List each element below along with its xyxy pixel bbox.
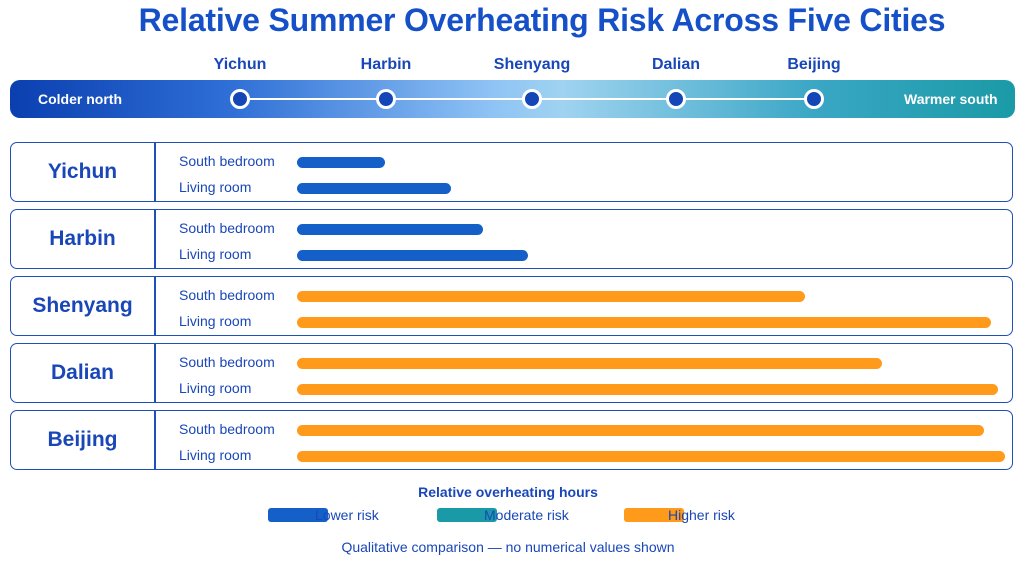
scale-node-dalian xyxy=(666,89,686,109)
footnote: Qualitative comparison — no numerical va… xyxy=(341,539,675,555)
panel-city-name: Yichun xyxy=(47,160,118,183)
panel-divider xyxy=(154,210,156,268)
legend-label-lower-risk: Lower risk xyxy=(315,507,379,523)
room-label: South bedroom xyxy=(179,153,275,169)
bar-shenyang-living-room xyxy=(297,317,991,328)
city-panel-yichun: Yichun South bedroom Living room xyxy=(10,142,1013,202)
scale-right-label: Warmer south xyxy=(904,91,998,107)
room-label: Living room xyxy=(179,313,252,329)
scale-node-yichun xyxy=(230,89,250,109)
scale-city-label-beijing: Beijing xyxy=(787,56,841,73)
legend-swatch-higher-risk xyxy=(624,508,684,522)
legend-swatch-lower-risk xyxy=(268,508,328,522)
bar-shenyang-south-bedroom xyxy=(297,291,805,302)
scale-city-label-dalian: Dalian xyxy=(651,56,700,73)
bar-beijing-south-bedroom xyxy=(297,425,984,436)
room-label: Living room xyxy=(179,447,252,463)
scale-node-harbin xyxy=(376,89,396,109)
panel-city-name: Dalian xyxy=(50,361,115,384)
panel-city-name: Shenyang xyxy=(32,294,133,317)
panel-divider xyxy=(154,143,156,201)
room-label: South bedroom xyxy=(179,287,275,303)
city-panel-shenyang: Shenyang South bedroom Living room xyxy=(10,276,1013,336)
legend-swatch-moderate-risk xyxy=(437,508,497,522)
bar-harbin-living-room xyxy=(297,250,528,261)
room-label: Living room xyxy=(179,380,252,396)
panel-city-name: Harbin xyxy=(49,227,116,250)
city-panel-beijing: Beijing South bedroom Living room xyxy=(10,410,1013,470)
room-label: South bedroom xyxy=(179,220,275,236)
legend-label-moderate-risk: Moderate risk xyxy=(484,507,569,523)
chart-title: Relative Summer Overheating Risk Across … xyxy=(138,2,946,38)
panel-city-name: Beijing xyxy=(47,428,118,451)
scale-city-label-shenyang: Shenyang xyxy=(493,56,571,73)
legend-label-higher-risk: Higher risk xyxy=(668,507,735,523)
panel-divider xyxy=(154,411,156,469)
scale-node-beijing xyxy=(804,89,824,109)
scale-node-shenyang xyxy=(522,89,542,109)
bar-yichun-living-room xyxy=(297,183,451,194)
bar-harbin-south-bedroom xyxy=(297,224,483,235)
scale-city-label-harbin: Harbin xyxy=(360,56,412,73)
bar-beijing-living-room xyxy=(297,451,1005,462)
city-panel-harbin: Harbin South bedroom Living room xyxy=(10,209,1013,269)
scale-city-label-yichun: Yichun xyxy=(213,56,267,73)
bar-dalian-living-room xyxy=(297,384,998,395)
room-label: South bedroom xyxy=(179,421,275,437)
panel-divider xyxy=(154,344,156,402)
room-label: South bedroom xyxy=(179,354,275,370)
bar-dalian-south-bedroom xyxy=(297,358,882,369)
room-label: Living room xyxy=(179,246,252,262)
room-label: Living room xyxy=(179,179,252,195)
panel-divider xyxy=(154,277,156,335)
scale-left-label: Colder north xyxy=(38,91,122,107)
bar-yichun-south-bedroom xyxy=(297,157,385,168)
legend-title: Relative overheating hours xyxy=(418,484,598,500)
city-panel-dalian: Dalian South bedroom Living room xyxy=(10,343,1013,403)
